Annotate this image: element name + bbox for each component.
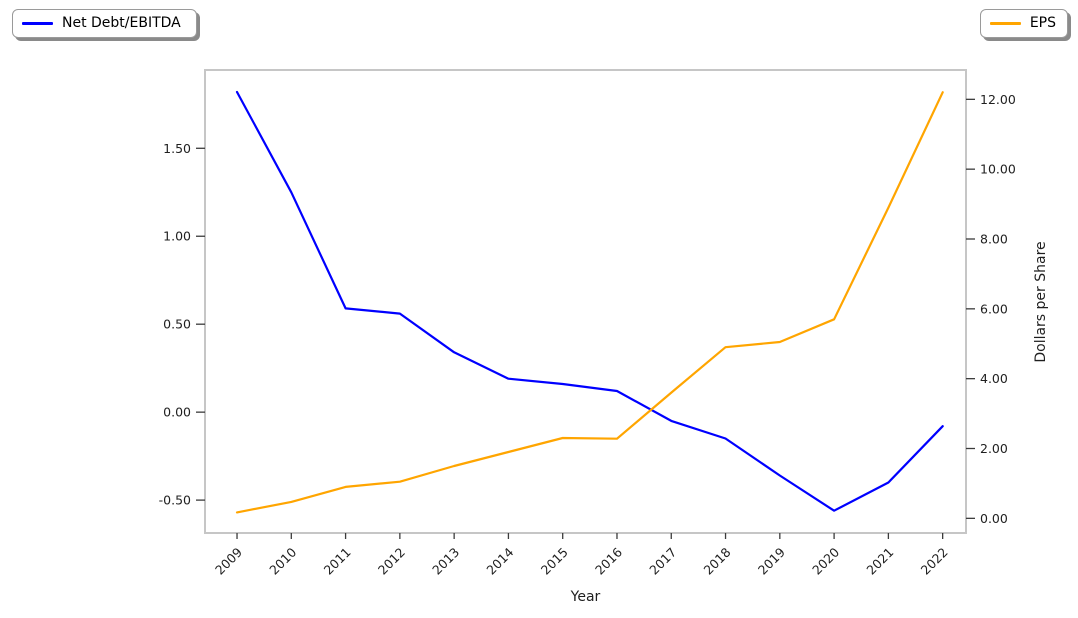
y-right-tick-label: 2.00	[980, 441, 1008, 456]
x-tick-label: 2013	[429, 545, 462, 578]
x-tick-label: 2017	[646, 545, 679, 578]
y-right-tick-label: 10.00	[980, 162, 1016, 177]
y-right-tick-label: 12.00	[980, 92, 1016, 107]
x-tick-label: 2018	[701, 544, 734, 577]
eps-line-swatch-icon	[989, 22, 1021, 25]
plot-border	[204, 69, 967, 534]
legend-net-debt-ebitda: Net Debt/EBITDA	[12, 9, 197, 38]
x-axis-title: Year	[570, 589, 601, 605]
y-left-tick-label: -0.50	[159, 493, 191, 508]
x-tick-label: 2015	[538, 545, 571, 578]
y-right-tick-label: 4.00	[980, 371, 1008, 386]
x-tick-label: 2012	[375, 545, 408, 578]
x-tick-label: 2021	[863, 545, 896, 578]
legend-label-net-debt: Net Debt/EBITDA	[62, 15, 181, 31]
x-tick-label: 2010	[266, 544, 299, 577]
y-right-tick-label: 6.00	[980, 301, 1008, 316]
y-left-tick-label: 1.50	[163, 141, 191, 156]
series-line-net-debt-ebitda	[235, 90, 944, 512]
net-debt-line-swatch-icon	[22, 22, 53, 25]
y-left-tick-label: 0.00	[163, 405, 191, 420]
legend-eps: EPS	[979, 9, 1068, 38]
y-left-tick-label: 0.50	[163, 317, 191, 332]
x-tick-label: 2019	[755, 544, 788, 577]
legend-label-eps: EPS	[1029, 15, 1056, 31]
x-tick-label: 2011	[321, 545, 354, 578]
right-axis-title: Dollars per Share	[1033, 241, 1049, 362]
x-tick-label: 2022	[918, 545, 951, 578]
series-line-eps	[235, 91, 944, 514]
x-tick-label: 2020	[809, 544, 842, 577]
x-tick-label: 2016	[592, 544, 625, 577]
x-tick-label: 2014	[483, 544, 516, 577]
y-right-tick-label: 8.00	[980, 231, 1008, 246]
y-left-tick-label: 1.00	[163, 229, 191, 244]
y-right-tick-label: 0.00	[980, 511, 1008, 526]
x-tick-label: 2009	[212, 544, 245, 577]
